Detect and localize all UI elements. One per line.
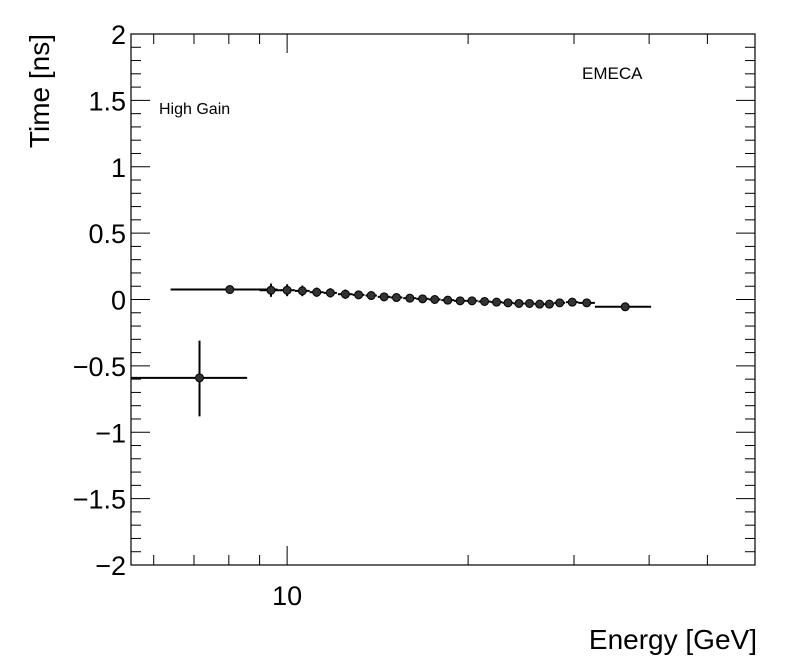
x-axis-ticks [153,34,756,565]
data-point [454,296,467,306]
data-point [131,340,248,417]
data-point [416,294,429,304]
detector-annotation: EMECA [582,64,643,83]
data-point [490,297,503,307]
data-marker [266,285,276,295]
x-axis-tick-labels: 10 [272,581,302,611]
y-tick-label: −2 [95,551,126,581]
data-marker [467,296,477,306]
data-point [502,298,514,308]
x-axis-label: Energy [GeV] [589,624,757,655]
data-marker [455,296,465,306]
data-marker [492,297,502,307]
y-tick-label: −1.5 [73,485,126,515]
data-point [534,299,545,309]
data-point [544,299,555,309]
data-marker [297,286,307,296]
data-point [594,302,652,312]
data-marker [535,299,545,309]
y-tick-label: 0.5 [88,219,126,249]
data-marker [503,298,513,308]
data-marker [525,298,535,308]
data-marker [567,297,577,307]
data-point [390,293,403,303]
data-marker [282,285,292,295]
data-point [428,295,441,304]
data-marker [312,287,322,297]
y-tick-label: 0 [111,286,126,316]
data-marker [418,294,428,304]
data-point [352,290,365,300]
data-marker [379,292,389,302]
data-marker [325,288,335,298]
data-series [131,283,652,417]
data-point [441,295,455,305]
data-marker [354,290,364,300]
data-marker [430,295,440,304]
data-point [280,284,295,297]
y-tick-label: −0.5 [73,352,126,382]
data-point [377,292,391,302]
data-marker [195,373,205,383]
y-tick-label: 2 [111,20,126,50]
gain-annotation: High Gain [159,101,230,118]
data-point [403,293,417,303]
data-point [309,287,324,297]
data-marker [514,298,524,308]
data-marker [582,298,592,308]
data-marker [480,296,490,306]
data-point [478,296,491,306]
data-marker [555,298,565,308]
data-marker [225,285,235,295]
data-point [566,297,579,307]
data-point [554,298,566,308]
data-point [524,298,535,308]
y-tick-label: 1 [111,153,126,183]
data-point [466,296,478,306]
x-tick-label: 10 [272,581,302,611]
data-point [294,285,310,297]
data-point [578,298,595,308]
y-tick-label: 1.5 [88,86,126,116]
y-axis-tick-labels: 2 1.5 1 0.5 0 −0.5 −1 −1.5 −2 [73,20,126,581]
data-marker [443,295,453,305]
data-point [513,298,525,308]
data-point [337,289,353,299]
y-tick-label: −1 [95,418,126,448]
data-marker [405,293,415,303]
data-marker [620,302,630,312]
data-marker [544,299,554,309]
data-point [323,288,337,298]
data-point [259,283,282,297]
y-axis-ticks [131,33,755,566]
data-marker [366,291,376,301]
data-marker [391,293,401,303]
data-point [365,291,377,301]
data-marker [340,289,350,299]
y-axis-label: Time [ns] [24,34,55,148]
